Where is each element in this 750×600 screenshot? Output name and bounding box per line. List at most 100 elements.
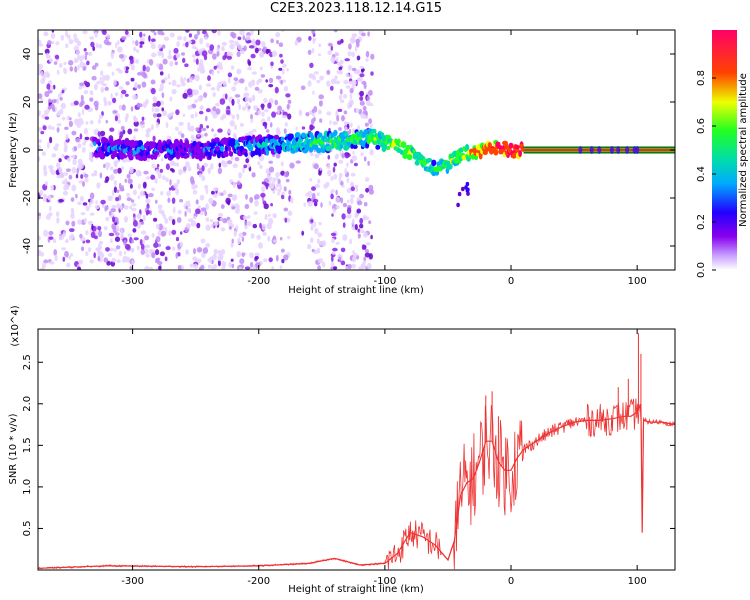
noise-speckle <box>218 212 223 217</box>
noise-speckle <box>317 53 322 57</box>
noise-speckle <box>335 189 338 196</box>
noise-speckle <box>133 120 139 127</box>
noise-speckle <box>283 86 289 92</box>
noise-speckle <box>205 115 208 122</box>
noise-speckle <box>131 239 134 244</box>
noise-speckle <box>236 181 241 185</box>
noise-speckle <box>130 64 135 71</box>
noise-speckle <box>110 208 116 213</box>
noise-speckle <box>117 167 122 174</box>
noise-speckle <box>62 190 69 196</box>
noise-speckle <box>127 128 133 135</box>
noise-speckle <box>336 57 339 63</box>
noise-speckle <box>366 216 370 221</box>
noise-speckle <box>143 170 149 175</box>
noise-speckle <box>363 202 368 207</box>
noise-speckle <box>137 183 141 189</box>
noise-speckle <box>278 42 284 47</box>
noise-speckle <box>369 102 374 107</box>
noise-speckle <box>50 169 56 176</box>
noise-speckle <box>38 156 41 162</box>
noise-speckle <box>287 113 292 120</box>
noise-speckle <box>335 196 341 203</box>
noise-speckle <box>338 159 344 164</box>
noise-speckle <box>267 116 271 122</box>
noise-speckle <box>187 104 193 110</box>
signal-blob <box>400 141 407 148</box>
noise-speckle <box>330 261 335 268</box>
noise-speckle <box>77 201 82 206</box>
noise-speckle <box>38 127 43 132</box>
noise-speckle <box>283 171 289 178</box>
noise-speckle <box>76 123 82 128</box>
noise-speckle <box>196 222 201 229</box>
noise-speckle <box>271 50 278 57</box>
noise-speckle <box>109 174 115 181</box>
noise-speckle <box>177 252 181 257</box>
noise-speckle <box>349 36 355 44</box>
noise-speckle <box>344 58 351 62</box>
noise-speckle <box>175 53 180 59</box>
noise-speckle <box>361 68 365 72</box>
noise-speckle <box>251 71 257 75</box>
noise-speckle <box>205 108 211 113</box>
noise-speckle <box>220 227 226 232</box>
noise-speckle <box>91 172 96 177</box>
signal-blob <box>426 158 433 163</box>
noise-speckle <box>231 86 237 92</box>
noise-speckle <box>82 141 86 146</box>
noise-speckle <box>82 202 88 206</box>
noise-speckle <box>105 247 110 252</box>
noise-speckle <box>275 172 281 177</box>
noise-speckle <box>241 236 245 242</box>
noise-speckle <box>288 189 292 195</box>
noise-speckle <box>227 129 232 134</box>
noise-speckle <box>364 177 370 182</box>
signal-blob <box>215 137 220 143</box>
noise-speckle <box>63 61 67 66</box>
noise-speckle <box>359 90 364 97</box>
noise-speckle <box>213 193 218 198</box>
noise-speckle <box>79 61 85 68</box>
noise-speckle <box>360 152 364 157</box>
noise-speckle <box>204 132 208 137</box>
noise-speckle <box>268 84 274 88</box>
noise-speckle <box>139 44 143 48</box>
noise-speckle <box>59 108 64 115</box>
noise-speckle <box>121 89 127 95</box>
noise-speckle <box>301 126 306 130</box>
noise-speckle <box>100 86 105 93</box>
noise-speckle <box>150 87 156 95</box>
noise-speckle <box>370 53 375 60</box>
noise-speckle <box>50 103 55 109</box>
noise-speckle <box>359 193 365 199</box>
noise-speckle <box>330 85 334 91</box>
noise-speckle <box>44 71 50 78</box>
y-tick-label: 0.5 <box>22 520 33 536</box>
noise-speckle <box>177 130 183 136</box>
noise-speckle <box>330 78 337 85</box>
noise-speckle <box>152 102 158 107</box>
noise-speckle <box>364 252 371 258</box>
noise-speckle <box>117 46 123 53</box>
noise-speckle <box>168 113 174 117</box>
noise-speckle <box>97 243 102 251</box>
noise-speckle <box>46 83 51 90</box>
noise-speckle <box>283 128 287 135</box>
noise-speckle <box>48 98 51 103</box>
noise-speckle <box>220 116 224 121</box>
noise-speckle <box>107 62 113 67</box>
noise-speckle <box>311 109 315 113</box>
noise-speckle <box>346 207 352 215</box>
noise-speckle <box>350 197 354 205</box>
noise-speckle <box>174 61 178 66</box>
noise-speckle <box>184 63 189 67</box>
noise-speckle <box>235 208 240 214</box>
noise-speckle <box>55 162 61 168</box>
noise-speckle <box>338 94 343 100</box>
noise-speckle <box>69 117 72 121</box>
noise-speckle <box>102 83 107 87</box>
noise-speckle <box>103 96 107 103</box>
noise-speckle <box>141 71 146 77</box>
noise-speckle <box>316 79 321 84</box>
